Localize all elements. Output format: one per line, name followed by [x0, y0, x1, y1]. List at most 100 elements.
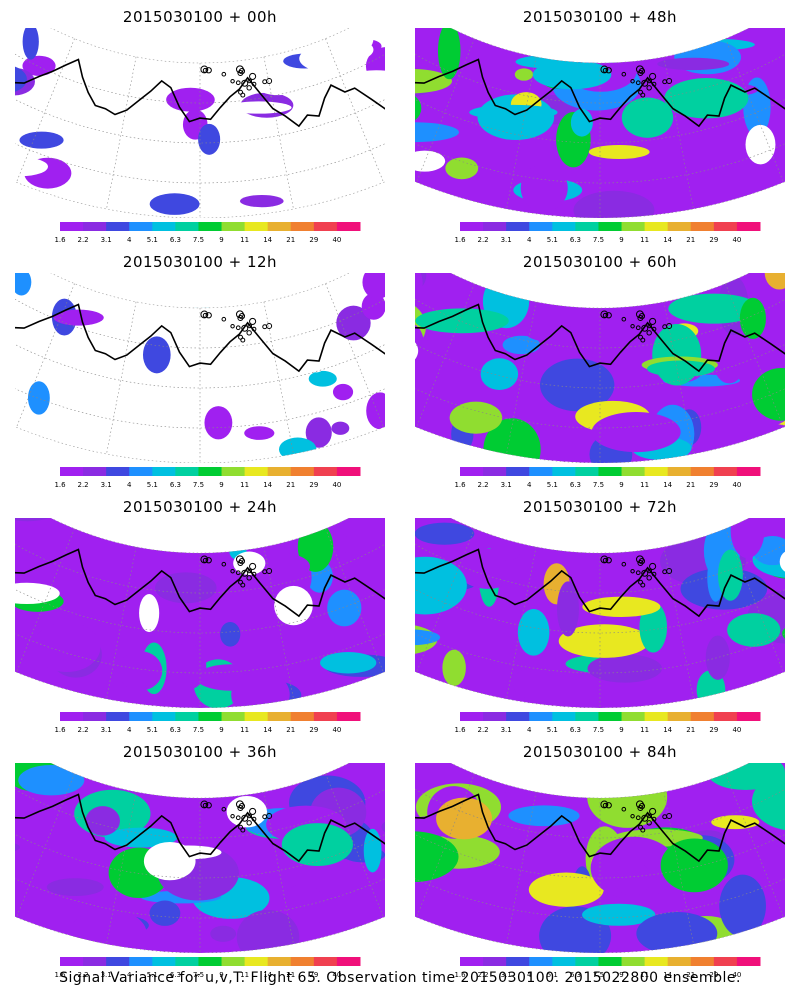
map-plot	[15, 273, 385, 463]
panel-72h: 2015030100 + 72h 1.6 2.2 3.1 4 5.1 6.3 7.5 9 11 1…	[400, 490, 800, 735]
graticule	[15, 773, 385, 953]
variance-blob	[327, 589, 362, 627]
colorbar-tick-label: 11	[640, 236, 649, 244]
island-outline	[200, 310, 209, 319]
colorbar-tick-label: 5.1	[547, 236, 558, 244]
field-layer	[415, 28, 785, 218]
colorbar-swatch	[221, 467, 246, 476]
island-outline	[238, 313, 246, 320]
colorbar: 1.6 2.2 3.1 4 5.1 6.3 7.5 9 11 14 21 29 40	[55, 712, 361, 734]
island-outline	[662, 324, 668, 330]
gap-region	[363, 106, 385, 121]
variance-blob	[587, 654, 662, 683]
variance-blob	[415, 831, 459, 883]
colorbar-tick-label: 2.2	[478, 971, 489, 979]
map-plot	[15, 28, 385, 218]
island-outline	[605, 557, 612, 564]
colorbar-tick-label: 6.3	[570, 236, 581, 244]
variance-blob	[210, 925, 237, 942]
colorbar-swatch	[267, 712, 292, 721]
coastline	[415, 548, 785, 618]
variance-blob	[415, 324, 425, 371]
colorbar-swatch	[621, 467, 646, 476]
island-outline	[205, 312, 212, 319]
island-outline	[602, 312, 608, 318]
island-outline	[662, 569, 668, 575]
colorbar-tick-label: 14	[263, 481, 272, 489]
colorbar-tick-label: 4	[527, 481, 532, 489]
island-outline	[630, 813, 635, 819]
colorbar-swatch	[244, 467, 269, 476]
colorbar-tick-label: 7.5	[193, 971, 204, 979]
colorbar-tick-label: 1.6	[455, 481, 466, 489]
coastline	[415, 793, 785, 863]
variance-blob	[532, 60, 612, 90]
panel-title: 2015030100 + 12h	[122, 253, 278, 271]
gap-region	[15, 582, 60, 605]
gap-region	[344, 28, 374, 53]
island-outline	[638, 824, 644, 830]
island-outline	[635, 570, 641, 576]
map-plot	[15, 518, 385, 708]
colorbar-swatch	[575, 222, 599, 231]
colorbar-tick-label: 2.2	[78, 971, 89, 979]
island-outline	[602, 67, 608, 73]
island-outline	[251, 571, 257, 577]
colorbar-swatch	[290, 712, 315, 721]
colorbar-swatch	[244, 957, 269, 966]
colorbar-tick-label: 3.1	[101, 726, 112, 734]
island-outline	[221, 561, 227, 567]
island-outline	[238, 68, 246, 75]
colorbar-tick-label: 1.6	[455, 726, 466, 734]
variance-blob	[739, 297, 766, 340]
island-outline	[202, 67, 208, 73]
colorbar-tick-label: 40	[332, 236, 341, 244]
island-outline	[202, 802, 208, 808]
variance-blob	[332, 383, 354, 401]
colorbar-tick-label: 29	[709, 726, 718, 734]
island-outline	[246, 575, 252, 581]
island-outline	[621, 316, 627, 322]
colorbar-swatch	[129, 222, 153, 231]
gap-region	[299, 44, 358, 73]
island-outline	[249, 317, 257, 325]
panel-title: 2015030100 + 36h	[122, 743, 278, 761]
variance-blob	[445, 157, 479, 180]
island-outline	[651, 326, 657, 332]
colorbar-tick-label: 6.3	[170, 481, 181, 489]
variance-blob	[149, 900, 181, 926]
colorbar-tick-label: 4	[127, 481, 132, 489]
colorbar-swatch	[60, 957, 84, 966]
variance-blob	[449, 401, 503, 434]
colorbar-swatch	[60, 712, 84, 721]
map-plot	[415, 28, 785, 218]
island-outline	[249, 72, 257, 80]
colorbar-swatch	[221, 712, 246, 721]
colorbar-swatch	[83, 222, 107, 231]
island-outline	[647, 78, 653, 84]
colorbar-tick-label: 5.1	[547, 726, 558, 734]
variance-blob	[525, 322, 577, 342]
variance-blob	[582, 596, 661, 618]
island-outline	[235, 325, 241, 331]
colorbar-swatch	[83, 957, 107, 966]
variance-blob	[437, 28, 461, 80]
island-outline	[230, 813, 235, 819]
island-outline	[605, 312, 612, 319]
variance-blob	[588, 144, 650, 159]
colorbar-tick-label: 11	[640, 726, 649, 734]
colorbar-tick-label: 7.5	[593, 481, 604, 489]
variance-blob	[149, 193, 200, 215]
gap-region	[130, 310, 176, 327]
island-outline	[237, 559, 244, 566]
colorbar-swatch	[483, 957, 507, 966]
island-outline	[649, 72, 657, 80]
colorbar-swatch	[267, 467, 292, 476]
variance-blob	[582, 903, 656, 926]
colorbar: 1.6 2.2 3.1 4 5.1 6.3 7.5 9 11 14 21 29 40	[55, 222, 361, 244]
colorbar-tick-label: 11	[240, 236, 249, 244]
variance-blob	[442, 649, 466, 687]
colorbar-swatch	[198, 467, 223, 476]
colorbar-swatch	[667, 222, 692, 231]
colorbar-tick-label: 21	[686, 726, 695, 734]
